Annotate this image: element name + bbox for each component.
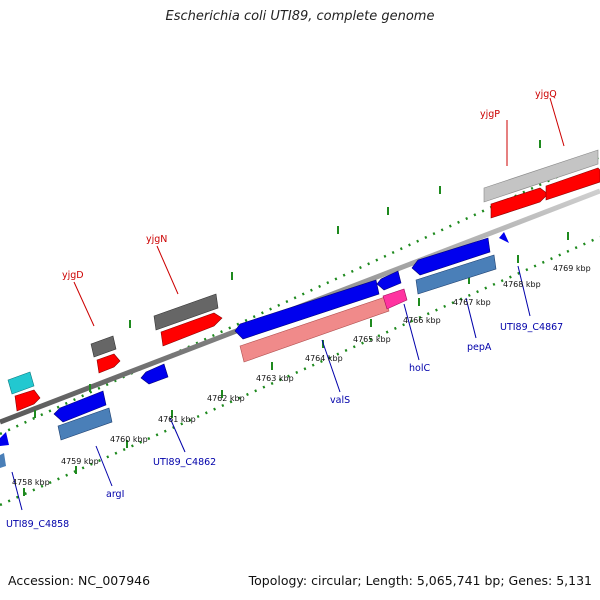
gene-label-UTI89_C4858: UTI89_C4858 <box>6 519 69 530</box>
gene-label-pepA: pepA <box>467 342 492 353</box>
gene-label-holC: holC <box>409 363 430 374</box>
scale-labels: 4758 kbp 4759 kbp 4760 kbp 4761 kbp 4762… <box>12 264 591 487</box>
scale-label: 4760 kbp <box>110 435 148 444</box>
topology-summary: Topology: circular; Length: 5,065,741 bp… <box>248 573 592 588</box>
forward-features <box>7 149 600 412</box>
scale-label: 4768 kbp <box>503 280 541 289</box>
scale-label: 4758 kbp <box>12 478 50 487</box>
accession-text: Accession: NC_007946 <box>8 573 151 588</box>
scale-label: 4759 kbp <box>61 457 99 466</box>
inner-tick-track <box>0 235 600 507</box>
cds-left-small <box>14 389 41 412</box>
scale-label: 4764 kbp <box>305 354 343 363</box>
upper-gene-labels: yjgD yjgN yjgP yjgQ <box>62 89 557 281</box>
gene-label-UTI89_C4867: UTI89_C4867 <box>500 322 563 333</box>
scale-label: 4765 kbp <box>353 335 391 344</box>
cds-yjgQ <box>545 167 600 201</box>
cds-left-triangle <box>0 432 9 446</box>
lower-gene-labels: UTI89_C4858 argI UTI89_C4862 valS holC p… <box>6 322 563 530</box>
gene-label-argI: argI <box>106 489 124 500</box>
gene-yjgD <box>90 335 117 358</box>
cds-yjgD <box>96 353 121 374</box>
cds-yjgP <box>490 187 549 219</box>
gene-label-yjgQ: yjgQ <box>535 89 557 100</box>
gene-label-UTI89_C4862: UTI89_C4862 <box>153 457 216 468</box>
cds-yjgN <box>160 312 223 347</box>
scale-label: 4762 kbp <box>207 394 245 403</box>
cds-argI <box>53 390 107 423</box>
map-title: Escherichia coli UTI89, complete genome <box>165 9 435 24</box>
gene-yjgP-yjgQ <box>483 149 599 203</box>
cds-pepA <box>411 237 491 276</box>
cds-small-mid <box>140 363 169 385</box>
gene-yjgN <box>153 293 219 331</box>
scale-label: 4761 kbp <box>158 415 196 424</box>
feature-cyan <box>7 371 35 395</box>
gene-left-sliver <box>0 453 6 468</box>
gene-label-yjgD: yjgD <box>62 270 84 281</box>
gene-label-yjgN: yjgN <box>146 234 167 245</box>
gene-label-valS: valS <box>330 395 350 406</box>
cds-valS <box>234 279 380 340</box>
scale-label: 4769 kbp <box>553 264 591 273</box>
gene-argI <box>57 407 113 441</box>
gene-valS <box>239 296 390 363</box>
reverse-features <box>0 232 509 468</box>
scale-label: 4766 kbp <box>403 316 441 325</box>
scale-label: 4767 kbp <box>453 298 491 307</box>
label-pointers <box>11 97 565 511</box>
cds-small-triangle <box>499 232 509 243</box>
cds-holC <box>376 270 402 291</box>
major-ticks <box>23 140 569 496</box>
gene-pepA <box>415 254 497 295</box>
gene-label-yjgP: yjgP <box>480 109 500 120</box>
gene-holC <box>382 288 408 310</box>
scale-label: 4763 kbp <box>256 374 294 383</box>
